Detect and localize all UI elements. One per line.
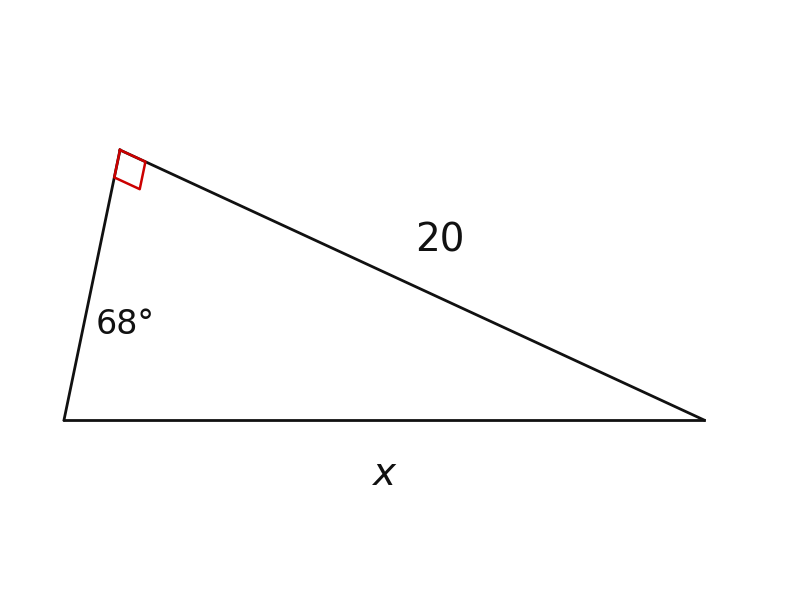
Text: 68°: 68° xyxy=(96,307,155,340)
Text: 20: 20 xyxy=(415,221,465,259)
Text: x: x xyxy=(373,455,395,493)
